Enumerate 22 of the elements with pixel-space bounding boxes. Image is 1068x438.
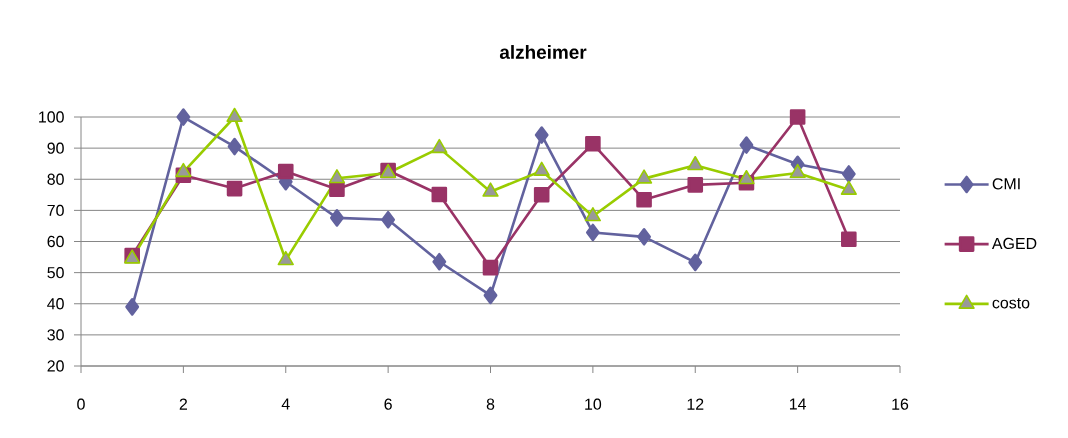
x-tick-label: 12: [687, 398, 704, 410]
x-tick-label: 2: [179, 398, 188, 410]
legend-label: AGED: [991, 237, 1037, 250]
legend-label: CMI: [992, 178, 1020, 190]
y-tick-label: 30: [47, 329, 64, 341]
y-tick-label: 50: [47, 266, 64, 279]
y-tick-label: 20: [47, 360, 64, 372]
y-tick-label: 70: [47, 204, 64, 217]
x-tick-label: 16: [892, 398, 909, 410]
y-tick-label: 60: [47, 235, 64, 248]
x-tick-label: 4: [281, 398, 290, 410]
x-tick-label: 6: [384, 398, 392, 410]
x-tick-label: 8: [486, 398, 495, 410]
chart-title: alzheimer: [499, 45, 587, 59]
legend-label: costo: [992, 298, 1030, 309]
x-tick-label: 14: [789, 398, 807, 410]
y-tick-label: 90: [47, 142, 64, 154]
x-tick-label: 10: [585, 398, 602, 410]
y-tick-label: 80: [47, 173, 64, 185]
x-tick-label: 0: [77, 398, 85, 410]
y-tick-label: 40: [47, 298, 64, 310]
y-tick-label: 100: [39, 111, 64, 123]
